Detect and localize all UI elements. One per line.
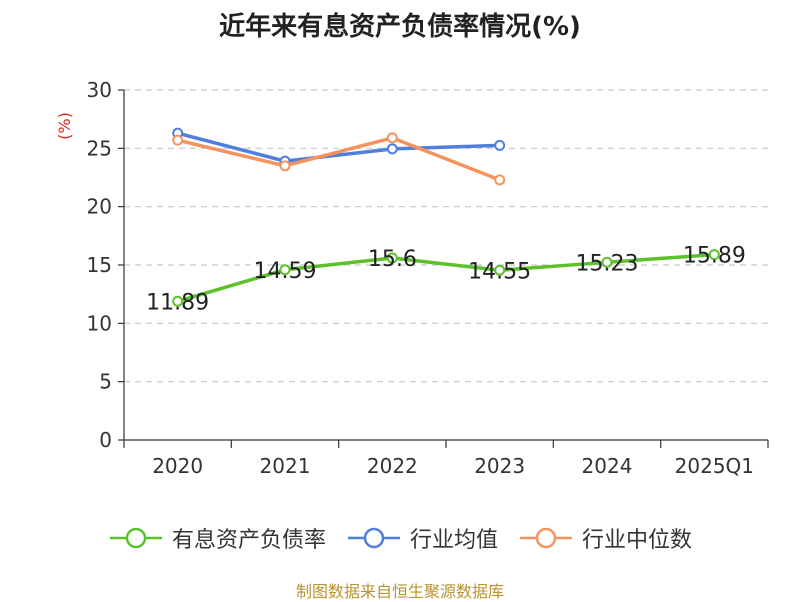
data-point bbox=[279, 160, 291, 172]
y-tick-label: 5 bbox=[99, 370, 112, 394]
data-label: 14.55 bbox=[468, 259, 531, 284]
data-point bbox=[494, 139, 506, 151]
y-tick-label: 15 bbox=[87, 253, 112, 277]
y-tick-label: 20 bbox=[87, 195, 112, 219]
series-line bbox=[177, 136, 501, 182]
data-point bbox=[494, 264, 506, 276]
legend-item[interactable]: 行业中位数 bbox=[518, 522, 692, 554]
x-tick-label: 2023 bbox=[474, 454, 525, 478]
legend-item[interactable]: 行业均值 bbox=[346, 522, 498, 554]
data-point bbox=[172, 295, 184, 307]
source-note: 制图数据来自恒生聚源数据库 bbox=[295, 582, 504, 601]
y-tick-label: 25 bbox=[87, 136, 112, 160]
legend-label: 行业均值 bbox=[409, 528, 498, 553]
data-point bbox=[708, 249, 720, 261]
chart-title: 近年来有息资产负债率情况(%) bbox=[219, 12, 581, 42]
legend-item[interactable]: 有息资产负债率 bbox=[108, 522, 326, 554]
y-axis-label: (%) bbox=[55, 112, 74, 140]
data-point bbox=[386, 132, 398, 144]
data-label: 15.89 bbox=[683, 244, 746, 269]
data-point bbox=[386, 143, 398, 155]
y-tick-label: 10 bbox=[87, 311, 112, 335]
x-tick-label: 2021 bbox=[260, 454, 311, 478]
y-tick-label: 0 bbox=[99, 428, 112, 452]
series-line bbox=[177, 131, 500, 163]
legend-swatch bbox=[520, 527, 572, 549]
data-point bbox=[601, 256, 613, 268]
data-point bbox=[279, 264, 291, 276]
legend: 有息资产负债率 行业均值 行业中位数 bbox=[0, 518, 800, 558]
x-tick-label: 2022 bbox=[367, 454, 418, 478]
x-tick-label: 2025Q1 bbox=[675, 454, 754, 478]
legend-label: 行业中位数 bbox=[582, 528, 693, 553]
y-tick-label: 30 bbox=[87, 78, 112, 102]
legend-swatch bbox=[109, 527, 162, 549]
data-point bbox=[494, 174, 506, 186]
x-tick-label: 2024 bbox=[582, 454, 633, 478]
legend-label: 有息资产负债率 bbox=[171, 528, 326, 553]
legend-swatch bbox=[347, 527, 400, 549]
data-point bbox=[172, 134, 184, 146]
data-label: 15.6 bbox=[368, 247, 417, 272]
data-label: 15.23 bbox=[576, 251, 639, 276]
data-label: 14.59 bbox=[254, 259, 317, 284]
x-tick-label: 2020 bbox=[152, 454, 203, 478]
data-label: 11.89 bbox=[146, 290, 209, 315]
series-line bbox=[177, 252, 715, 303]
data-point bbox=[386, 252, 398, 264]
